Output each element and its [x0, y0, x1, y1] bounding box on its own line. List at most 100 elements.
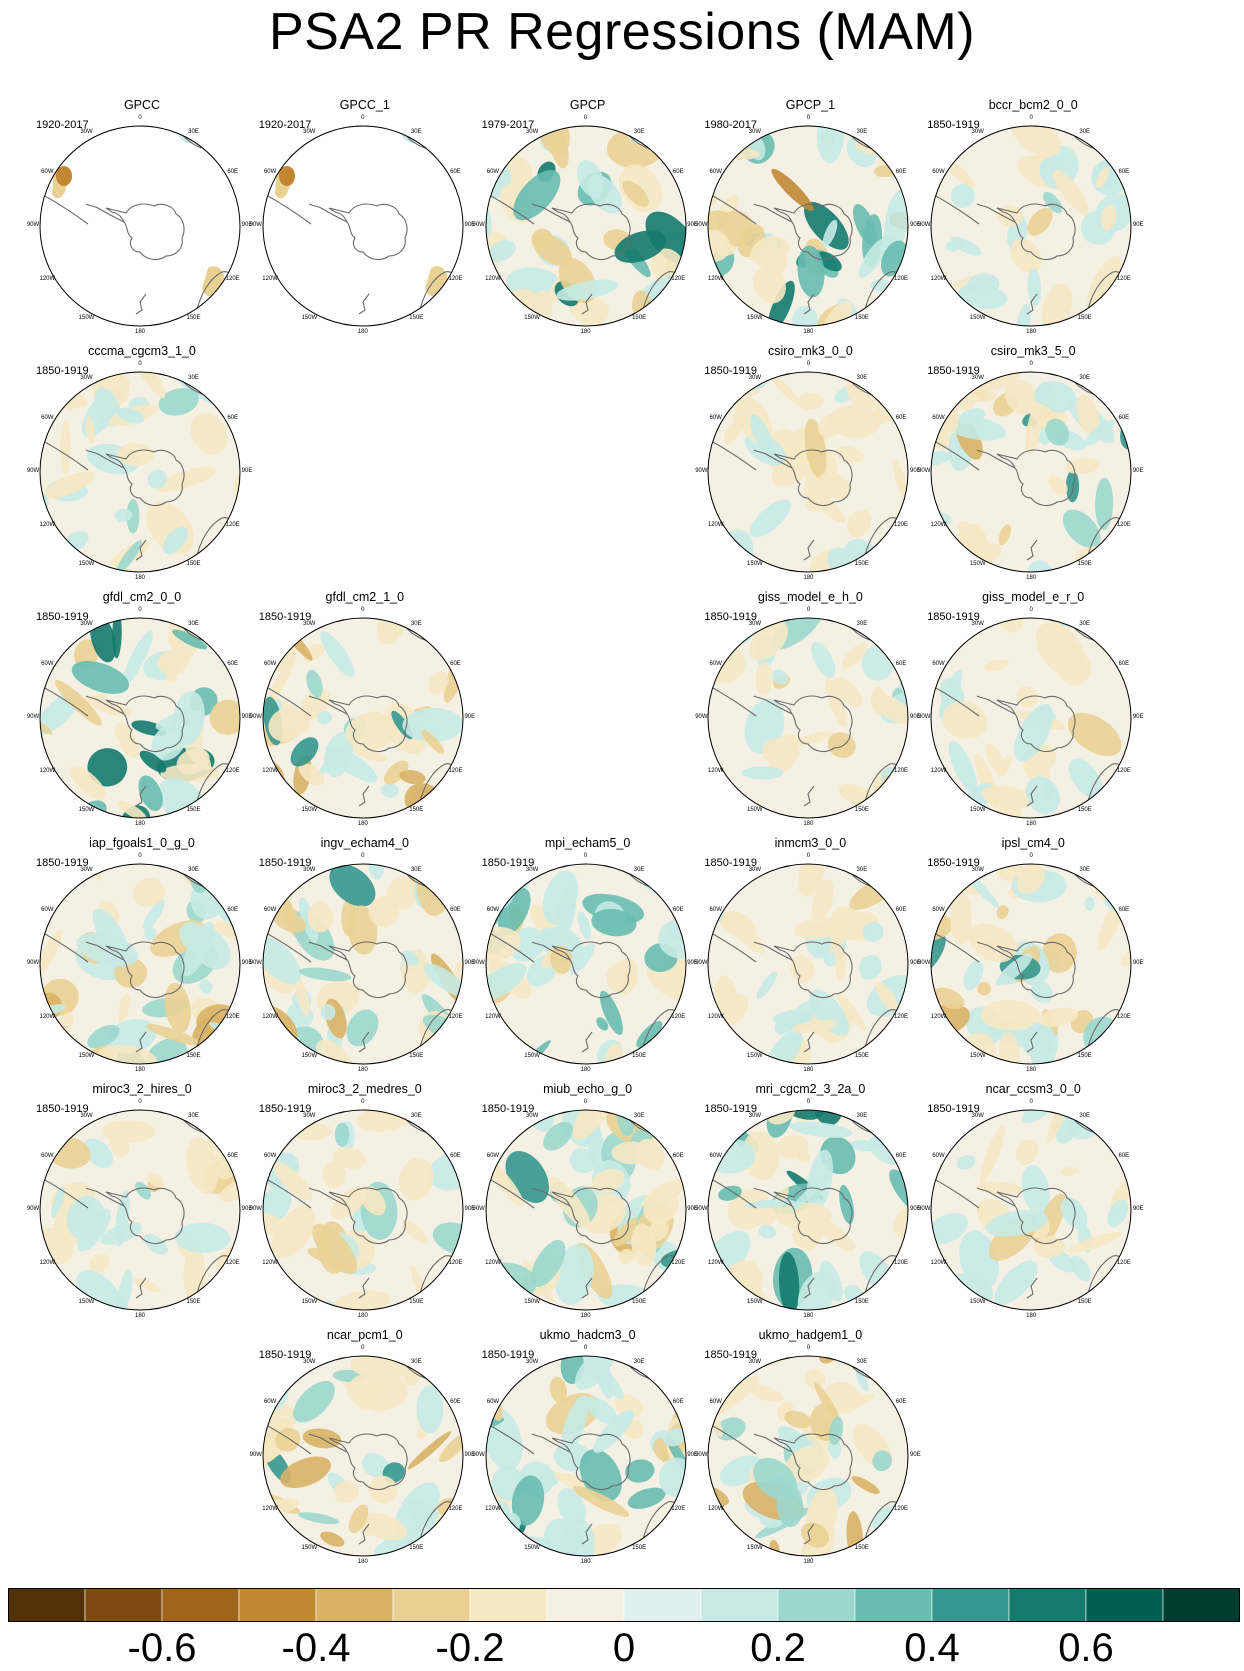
longitude-label: 120E	[448, 1505, 463, 1512]
map-panel: iap_fgoals1_0_g_0 1850-1919 0 30E 60E 90E 120E…	[26, 836, 258, 1073]
longitude-label: 60E	[1118, 168, 1130, 175]
longitude-label: 120E	[671, 1013, 686, 1020]
panel-title: bccr_bcm2_0_0	[988, 98, 1078, 112]
longitude-label: 150E	[854, 314, 869, 321]
longitude-label: 30W	[525, 129, 539, 136]
map-panel: ukmo_hadgem1_0 1850-1919 0 30E 60E 90E 120E 150…	[694, 1328, 926, 1565]
longitude-label: 90E	[241, 468, 253, 474]
polar-map	[262, 125, 464, 327]
longitude-label: 30W	[971, 621, 984, 628]
longitude-label: 150E	[1077, 1298, 1092, 1305]
longitude-label: 120W	[930, 521, 947, 528]
longitude-label: 0	[361, 1345, 365, 1351]
colorbar-swatch	[546, 1588, 625, 1622]
longitude-label: 120W	[930, 1013, 947, 1020]
polar-map	[485, 1109, 687, 1311]
longitude-label: 90E	[241, 714, 253, 720]
longitude-label: 60W	[41, 906, 54, 913]
panel-years: 1850-1919	[927, 365, 980, 377]
longitude-label: 120E	[1116, 1259, 1131, 1266]
longitude-label: 150E	[409, 1544, 424, 1551]
longitude-label: 180	[803, 1067, 814, 1073]
longitude-label: 90W	[695, 1452, 708, 1458]
longitude-label: 120W	[707, 1505, 724, 1512]
longitude-label: 90W	[918, 1206, 931, 1212]
longitude-label: 30W	[80, 129, 93, 136]
longitude-label: 120E	[1116, 767, 1131, 774]
longitude-label: 60E	[227, 660, 238, 667]
panel-years: 1980-2017	[704, 119, 757, 131]
longitude-label: 30E	[188, 129, 199, 136]
map-panel: GPCP 1979-2017 0 30E 60E 90E 120E 150E 180 150W 12…	[472, 98, 704, 335]
longitude-label: 30W	[971, 1113, 984, 1120]
longitude-label: 120E	[225, 1013, 240, 1020]
longitude-label: 60E	[1118, 660, 1130, 667]
longitude-label: 180	[134, 329, 145, 335]
panel-years: 1979-2017	[481, 119, 535, 131]
longitude-label: 180	[580, 1067, 591, 1073]
longitude-label: 120E	[894, 1013, 909, 1020]
panel-title: ukmo_hadgem1_0	[758, 1328, 863, 1342]
longitude-label: 120E	[894, 275, 909, 282]
longitude-label: 150W	[969, 314, 986, 321]
longitude-label: 150E	[854, 806, 869, 813]
longitude-label: 90E	[1132, 1206, 1144, 1212]
longitude-label: 90W	[26, 1206, 40, 1212]
longitude-label: 90E	[910, 468, 921, 474]
longitude-label: 30E	[188, 867, 199, 874]
longitude-label: 30E	[188, 1113, 199, 1120]
longitude-label: 60W	[709, 660, 722, 667]
panel-years: 1850-1919	[36, 365, 89, 377]
map-panel: ipsl_cm4_0 1850-1919 0 30E 60E 90E 120E 150E 180…	[917, 836, 1149, 1073]
panel-title: ncar_ccsm3_0_0	[985, 1082, 1081, 1096]
map-field	[262, 1356, 463, 1556]
longitude-label: 90W	[249, 222, 262, 228]
longitude-label: 150W	[524, 1544, 540, 1551]
longitude-label: 150W	[301, 806, 318, 813]
longitude-label: 0	[806, 1345, 811, 1351]
longitude-label: 90E	[687, 1206, 698, 1212]
longitude-label: 180	[357, 821, 368, 827]
longitude-label: 120E	[894, 1259, 909, 1266]
longitude-label: 90W	[695, 1206, 708, 1212]
longitude-label: 0	[138, 115, 142, 121]
longitude-label: 90E	[687, 222, 698, 228]
longitude-label: 90E	[687, 1452, 698, 1458]
panel-title: giss_model_e_r_0	[982, 590, 1085, 604]
longitude-label: 30W	[303, 1359, 316, 1366]
panel-title: mpi_echam5_0	[544, 836, 631, 850]
map-field	[485, 864, 686, 1064]
panel-years: 1850-1919	[258, 611, 312, 623]
longitude-label: 60W	[709, 414, 722, 421]
panel-years: 1850-1919	[927, 611, 980, 623]
map-field	[708, 1356, 909, 1556]
longitude-label: 30W	[80, 867, 93, 874]
longitude-label: 90E	[687, 960, 698, 966]
polar-map	[930, 617, 1132, 819]
longitude-label: 60W	[932, 906, 945, 913]
colorbar-tick-label: 0.6	[1058, 1626, 1114, 1670]
map-panel: GPCC_1 1920-2017 0 30E 60E 90E 120E 150E 180 150W…	[249, 98, 481, 335]
longitude-label: 90E	[464, 1452, 476, 1458]
longitude-label: 30W	[748, 129, 762, 136]
longitude-label: 90E	[910, 1206, 921, 1212]
longitude-label: 120E	[225, 275, 240, 282]
longitude-label: 120W	[485, 1259, 501, 1266]
longitude-label: 180	[1026, 329, 1037, 335]
longitude-label: 180	[580, 1313, 591, 1319]
longitude-label: 120E	[671, 1259, 686, 1266]
longitude-label: 180	[1026, 821, 1037, 827]
colorbar-swatch	[238, 1588, 317, 1622]
longitude-label: 120E	[448, 1259, 463, 1266]
longitude-label: 150W	[78, 806, 95, 813]
polar-map	[39, 371, 241, 573]
longitude-label: 120W	[39, 521, 56, 528]
panel-title: cccma_cgcm3_1_0	[88, 344, 196, 358]
map-panel: giss_model_e_r_0 1850-1919 0 30E 60E 90E 120E 1…	[917, 590, 1149, 827]
longitude-label: 90E	[464, 222, 476, 228]
panel-years: 1850-1919	[258, 857, 312, 869]
colorbar-swatch	[1008, 1588, 1087, 1622]
panel-title: inmcm3_0_0	[774, 836, 847, 850]
panel-title: GPCC	[123, 98, 161, 112]
longitude-label: 30W	[748, 621, 762, 628]
